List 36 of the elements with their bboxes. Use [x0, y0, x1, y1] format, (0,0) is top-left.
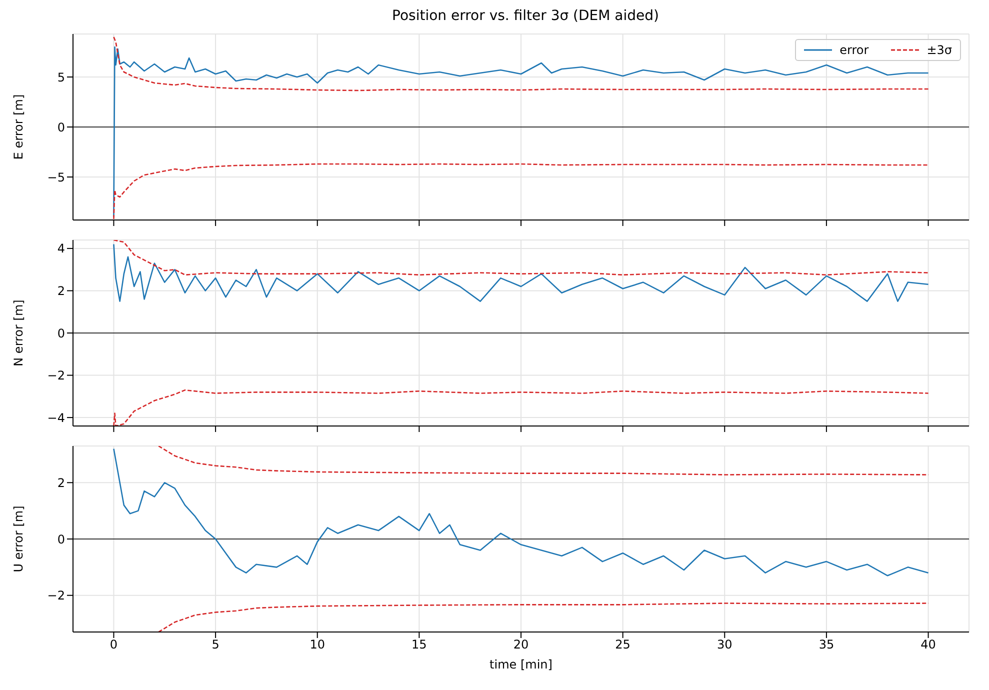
- line-series: [113, 46, 929, 218]
- y-axis-title: E error [m]: [11, 94, 26, 160]
- line-series: [113, 36, 929, 92]
- y-tick-label: 0: [57, 120, 65, 134]
- chart-title: Position error vs. filter 3σ (DEM aided): [391, 8, 660, 26]
- y-tick-label: −5: [47, 170, 65, 184]
- x-axis-title: time [min]: [490, 658, 552, 672]
- y-axis-title: U error [m]: [11, 506, 26, 572]
- y-tick-label: −2: [47, 588, 65, 603]
- y-tick-label: −2: [47, 368, 65, 383]
- line-series: [113, 389, 929, 426]
- x-tick-label: 40: [920, 638, 936, 652]
- legend-label: error: [840, 43, 869, 57]
- x-tick-label: 5: [212, 638, 220, 652]
- legend-label: ±3σ: [926, 43, 952, 57]
- x-tick-label: 25: [615, 638, 630, 652]
- line-series: [113, 244, 929, 302]
- y-tick-label: 4: [57, 242, 65, 256]
- y-axis-title: N error [m]: [11, 300, 26, 366]
- y-tick-label: 2: [57, 476, 65, 490]
- y-tick-label: 0: [57, 326, 65, 340]
- line-series: [113, 163, 929, 220]
- y-tick-label: 2: [57, 284, 65, 298]
- x-tick-label: 15: [412, 638, 427, 652]
- x-tick-label: 35: [818, 638, 834, 652]
- y-tick-label: 0: [57, 532, 65, 546]
- line-series: [158, 446, 929, 476]
- x-tick-label: 20: [513, 638, 529, 652]
- y-tick-label: 5: [57, 70, 65, 84]
- line-series: [158, 602, 929, 632]
- x-tick-label: 30: [716, 638, 732, 652]
- line-series: [113, 448, 929, 576]
- y-tick-label: −4: [47, 410, 65, 425]
- x-tick-label: 0: [110, 638, 118, 652]
- line-series: [113, 240, 929, 276]
- x-tick-label: 10: [310, 638, 326, 652]
